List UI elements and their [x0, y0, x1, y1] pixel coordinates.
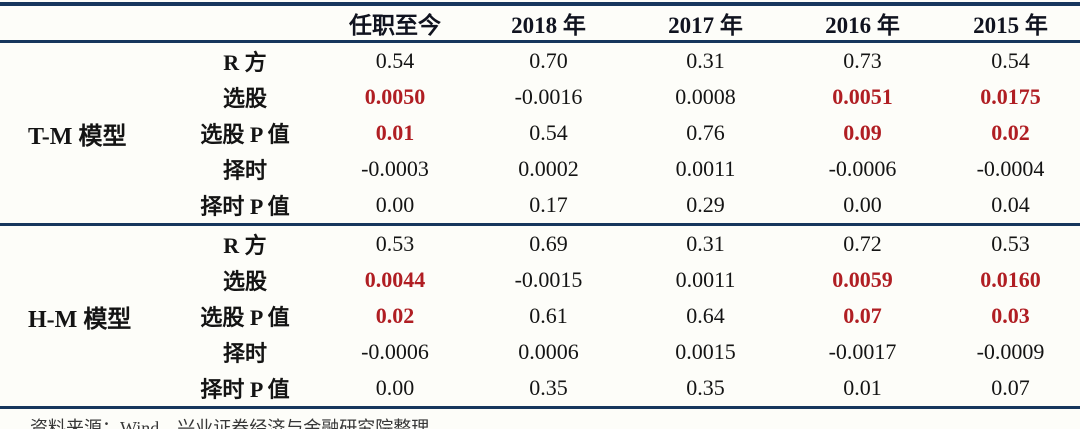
cell-value: 0.73 [843, 48, 882, 73]
model-label: H-M 模型 [0, 223, 170, 408]
cell-value: 0.00 [843, 192, 882, 217]
cell-value: -0.0016 [514, 84, 583, 109]
cell-value: 0.53 [320, 223, 470, 262]
row-label: 选股 P 值 [200, 305, 290, 330]
model-label: T-M 模型 [28, 123, 127, 150]
cell-value: 0.31 [627, 223, 784, 262]
source-note: 资料来源：Wind，兴业证券经济与金融研究院整理 [30, 418, 430, 429]
cell-value: 0.0175 [980, 84, 1041, 109]
cell-value: 0.35 [529, 375, 568, 400]
cell-value: 0.07 [991, 375, 1030, 400]
table-row: 择时 P 值 0.00 0.17 0.29 0.00 0.04 [0, 187, 1080, 225]
row-label: 择时 P 值 [200, 194, 290, 219]
cell-value: -0.0009 [976, 339, 1045, 364]
table-header-row: 任职至今 2018 年 2017 年 2016 年 2015 年 [0, 4, 1080, 43]
row-label: 择时 [222, 341, 267, 366]
table-row: 选股 0.0044 -0.0015 0.0011 0.0059 0.0160 [0, 262, 1080, 298]
cell-value: 0.54 [375, 48, 415, 73]
table-body: T-M 模型 R 方 0.54 0.70 0.31 0.73 0.54 选股 0.0050 -0.… [0, 42, 1080, 408]
cell-value: 0.02 [375, 303, 415, 328]
cell-value: 0.72 [784, 223, 941, 262]
cell-value: 0.29 [686, 192, 725, 217]
cell-value: 0.01 [375, 120, 415, 145]
header-year-2015: 2015 年 [941, 4, 1080, 43]
cell-value: 0.0008 [675, 84, 736, 109]
cell-value: 0.0050 [364, 84, 426, 109]
header-model-col [0, 4, 170, 43]
cell-value: 0.0015 [675, 339, 736, 364]
cell-value: 0.76 [686, 120, 725, 145]
row-label: 选股 [222, 86, 267, 111]
cell-value: 0.00 [375, 192, 415, 217]
cell-value: 0.0059 [832, 267, 893, 292]
table-row: 择时 P 值 0.00 0.35 0.35 0.01 0.07 [0, 370, 1080, 408]
row-label: R 方 [170, 223, 320, 262]
cell-value: 0.54 [529, 120, 568, 145]
cell-value: 0.64 [686, 303, 725, 328]
table-row: 择时 -0.0003 0.0002 0.0011 -0.0006 -0.0004 [0, 151, 1080, 187]
header-period-since-inception: 任职至今 [320, 4, 470, 43]
regression-stats-table: 任职至今 2018 年 2017 年 2016 年 2015 年 T-M 模型 R… [0, 2, 1080, 409]
cell-value: 0.35 [686, 375, 725, 400]
cell-value: 0.09 [843, 120, 882, 145]
table-row: 选股 P 值 0.01 0.54 0.76 0.09 0.02 [0, 115, 1080, 151]
table-row: 择时 -0.0006 0.0006 0.0015 -0.0017 -0.0009 [0, 334, 1080, 370]
header-year-2016: 2016 年 [784, 4, 941, 43]
cell-value: 0.61 [529, 303, 568, 328]
header-metric-col [170, 4, 320, 43]
cell-value: 0.00 [375, 375, 415, 400]
cell-value: -0.0015 [514, 267, 583, 292]
cell-value: 0.70 [529, 48, 568, 73]
cell-value: 0.03 [991, 303, 1030, 328]
header-year-2018: 2018 年 [470, 4, 627, 43]
cell-value: -0.0006 [828, 156, 897, 181]
cell-value: 0.0044 [364, 267, 426, 292]
table-row: H-M 模型 R 方 0.53 0.69 0.31 0.72 0.53 [0, 223, 1080, 408]
cell-value: 0.02 [991, 120, 1030, 145]
cell-value: 0.0011 [675, 267, 736, 292]
cell-value: 0.0160 [980, 267, 1041, 292]
table-row: T-M 模型 R 方 0.54 0.70 0.31 0.73 0.54 [0, 42, 1080, 150]
row-label: 选股 [222, 269, 267, 294]
row-label: 选股 P 值 [200, 122, 290, 147]
cell-value: 0.07 [843, 303, 882, 328]
row-label: R 方 [223, 50, 267, 75]
cell-value: -0.0003 [361, 156, 429, 181]
cell-value: 0.0051 [832, 84, 893, 109]
row-label: 择时 P 值 [200, 377, 290, 402]
cell-value: 0.0006 [518, 339, 579, 364]
cell-value: 0.54 [991, 48, 1030, 73]
cell-value: -0.0006 [361, 339, 429, 364]
header-year-2017: 2017 年 [627, 4, 784, 43]
table-row: 选股 P 值 0.02 0.61 0.64 0.07 0.03 [0, 298, 1080, 334]
table-row: 选股 0.0050 -0.0016 0.0008 0.0051 0.0175 [0, 79, 1080, 115]
cell-value: 0.01 [843, 375, 882, 400]
cell-value: 0.17 [529, 192, 568, 217]
cell-value: 0.31 [686, 48, 725, 73]
cell-value: -0.0004 [976, 156, 1045, 181]
cell-value: 0.53 [941, 223, 1080, 262]
cell-value: 0.04 [991, 192, 1030, 217]
cell-value: -0.0017 [828, 339, 897, 364]
cell-value: 0.69 [470, 223, 627, 262]
row-label: 择时 [222, 158, 267, 183]
cell-value: 0.0002 [518, 156, 579, 181]
cell-value: 0.0011 [675, 156, 736, 181]
